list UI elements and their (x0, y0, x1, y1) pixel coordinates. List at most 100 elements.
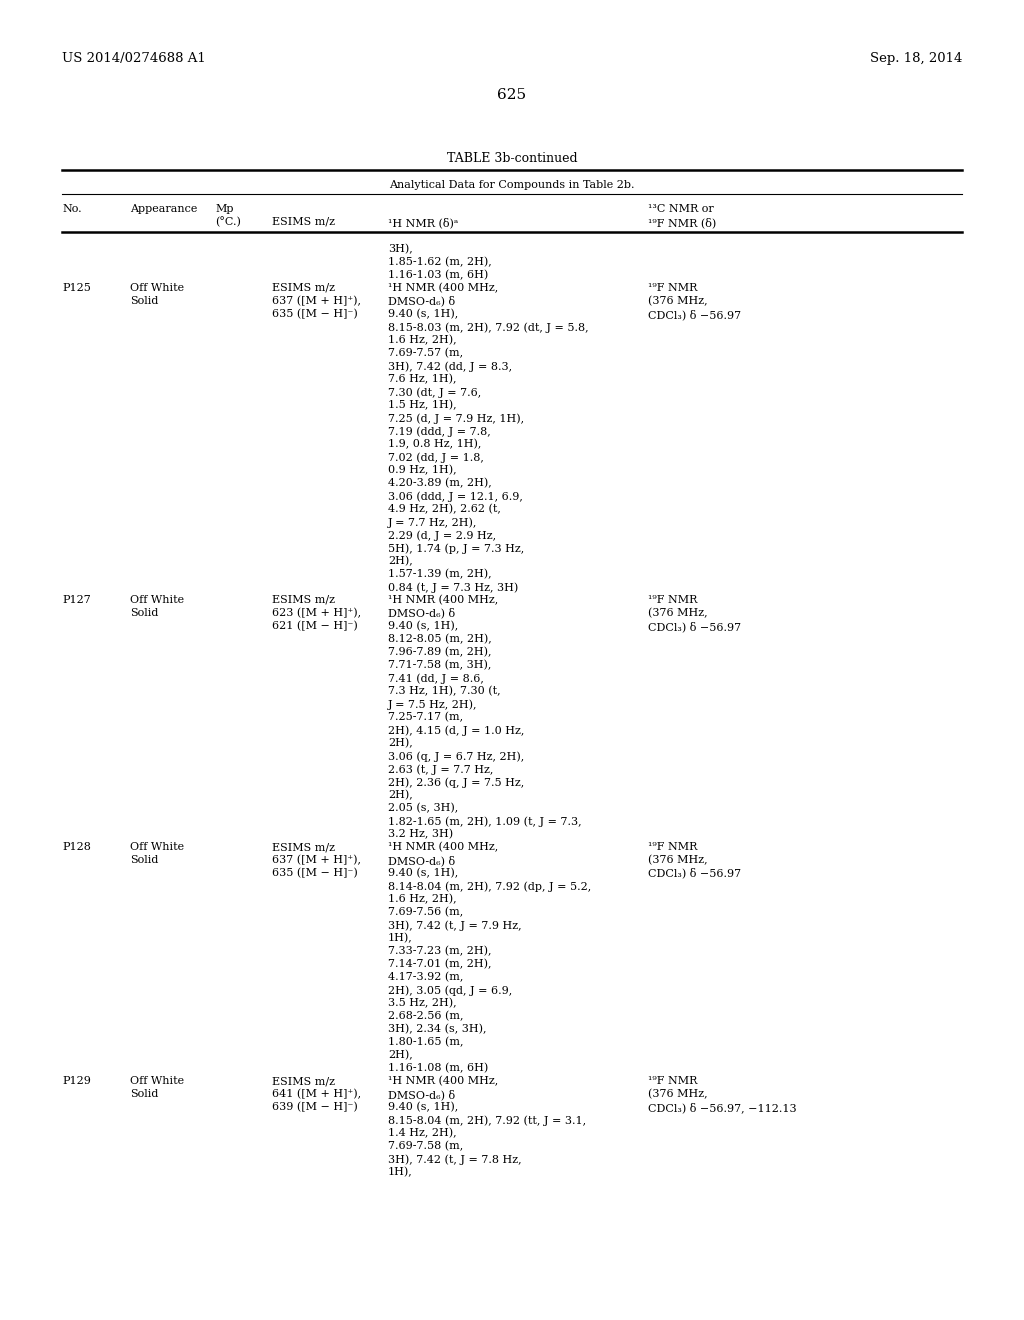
Text: 2H),: 2H), (388, 738, 413, 748)
Text: 8.14-8.04 (m, 2H), 7.92 (dp, J = 5.2,: 8.14-8.04 (m, 2H), 7.92 (dp, J = 5.2, (388, 880, 591, 891)
Text: Solid: Solid (130, 1089, 159, 1100)
Text: Solid: Solid (130, 296, 159, 306)
Text: 1.16-1.08 (m, 6H): 1.16-1.08 (m, 6H) (388, 1063, 488, 1073)
Text: ¹H NMR (400 MHz,: ¹H NMR (400 MHz, (388, 282, 499, 293)
Text: Analytical Data for Compounds in Table 2b.: Analytical Data for Compounds in Table 2… (389, 180, 635, 190)
Text: 3H), 7.42 (t, J = 7.9 Hz,: 3H), 7.42 (t, J = 7.9 Hz, (388, 920, 521, 931)
Text: 2.29 (d, J = 2.9 Hz,: 2.29 (d, J = 2.9 Hz, (388, 531, 496, 541)
Text: 639 ([M − H]⁻): 639 ([M − H]⁻) (272, 1102, 357, 1113)
Text: DMSO-d₆) δ: DMSO-d₆) δ (388, 855, 455, 866)
Text: 7.71-7.58 (m, 3H),: 7.71-7.58 (m, 3H), (388, 660, 492, 671)
Text: ¹⁹F NMR: ¹⁹F NMR (648, 842, 697, 851)
Text: 3H), 7.42 (dd, J = 8.3,: 3H), 7.42 (dd, J = 8.3, (388, 360, 512, 371)
Text: ¹H NMR (400 MHz,: ¹H NMR (400 MHz, (388, 1076, 499, 1086)
Text: US 2014/0274688 A1: US 2014/0274688 A1 (62, 51, 206, 65)
Text: 2H),: 2H), (388, 556, 413, 566)
Text: 7.3 Hz, 1H), 7.30 (t,: 7.3 Hz, 1H), 7.30 (t, (388, 686, 501, 697)
Text: 3.2 Hz, 3H): 3.2 Hz, 3H) (388, 829, 454, 840)
Text: 9.40 (s, 1H),: 9.40 (s, 1H), (388, 309, 459, 319)
Text: 4.20-3.89 (m, 2H),: 4.20-3.89 (m, 2H), (388, 478, 492, 488)
Text: 1.5 Hz, 1H),: 1.5 Hz, 1H), (388, 400, 457, 411)
Text: 1H),: 1H), (388, 1167, 413, 1177)
Text: 8.15-8.04 (m, 2H), 7.92 (tt, J = 3.1,: 8.15-8.04 (m, 2H), 7.92 (tt, J = 3.1, (388, 1115, 586, 1126)
Text: 3H), 2.34 (s, 3H),: 3H), 2.34 (s, 3H), (388, 1024, 486, 1035)
Text: CDCl₃) δ −56.97, −112.13: CDCl₃) δ −56.97, −112.13 (648, 1102, 797, 1113)
Text: P125: P125 (62, 282, 91, 293)
Text: 1H),: 1H), (388, 933, 413, 944)
Text: ESIMS m/z: ESIMS m/z (272, 1076, 335, 1086)
Text: 1.9, 0.8 Hz, 1H),: 1.9, 0.8 Hz, 1H), (388, 440, 481, 449)
Text: DMSO-d₆) δ: DMSO-d₆) δ (388, 296, 455, 306)
Text: ¹H NMR (400 MHz,: ¹H NMR (400 MHz, (388, 842, 499, 853)
Text: CDCl₃) δ −56.97: CDCl₃) δ −56.97 (648, 309, 741, 319)
Text: 3.06 (ddd, J = 12.1, 6.9,: 3.06 (ddd, J = 12.1, 6.9, (388, 491, 523, 502)
Text: 7.96-7.89 (m, 2H),: 7.96-7.89 (m, 2H), (388, 647, 492, 657)
Text: 637 ([M + H]⁺),: 637 ([M + H]⁺), (272, 296, 361, 306)
Text: (376 MHz,: (376 MHz, (648, 1089, 708, 1100)
Text: ¹³C NMR or: ¹³C NMR or (648, 205, 714, 214)
Text: 635 ([M − H]⁻): 635 ([M − H]⁻) (272, 869, 357, 878)
Text: 3H), 7.42 (t, J = 7.8 Hz,: 3H), 7.42 (t, J = 7.8 Hz, (388, 1154, 521, 1164)
Text: 625: 625 (498, 88, 526, 102)
Text: 623 ([M + H]⁺),: 623 ([M + H]⁺), (272, 609, 361, 618)
Text: Appearance: Appearance (130, 205, 198, 214)
Text: (°C.): (°C.) (215, 216, 241, 227)
Text: Solid: Solid (130, 855, 159, 865)
Text: 9.40 (s, 1H),: 9.40 (s, 1H), (388, 1102, 459, 1113)
Text: 641 ([M + H]⁺),: 641 ([M + H]⁺), (272, 1089, 361, 1100)
Text: 1.57-1.39 (m, 2H),: 1.57-1.39 (m, 2H), (388, 569, 492, 579)
Text: 1.80-1.65 (m,: 1.80-1.65 (m, (388, 1038, 464, 1047)
Text: ESIMS m/z: ESIMS m/z (272, 216, 335, 227)
Text: P129: P129 (62, 1076, 91, 1086)
Text: 4.17-3.92 (m,: 4.17-3.92 (m, (388, 972, 464, 982)
Text: 621 ([M − H]⁻): 621 ([M − H]⁻) (272, 620, 357, 631)
Text: 1.4 Hz, 2H),: 1.4 Hz, 2H), (388, 1129, 457, 1138)
Text: P128: P128 (62, 842, 91, 851)
Text: 637 ([M + H]⁺),: 637 ([M + H]⁺), (272, 855, 361, 866)
Text: 0.9 Hz, 1H),: 0.9 Hz, 1H), (388, 465, 457, 475)
Text: CDCl₃) δ −56.97: CDCl₃) δ −56.97 (648, 869, 741, 879)
Text: ESIMS m/z: ESIMS m/z (272, 282, 335, 293)
Text: 3.06 (q, J = 6.7 Hz, 2H),: 3.06 (q, J = 6.7 Hz, 2H), (388, 751, 524, 762)
Text: 7.14-7.01 (m, 2H),: 7.14-7.01 (m, 2H), (388, 960, 492, 969)
Text: (376 MHz,: (376 MHz, (648, 855, 708, 866)
Text: 3H),: 3H), (388, 244, 413, 255)
Text: 7.30 (dt, J = 7.6,: 7.30 (dt, J = 7.6, (388, 387, 481, 397)
Text: 2.68-2.56 (m,: 2.68-2.56 (m, (388, 1011, 464, 1022)
Text: 7.25 (d, J = 7.9 Hz, 1H),: 7.25 (d, J = 7.9 Hz, 1H), (388, 413, 524, 424)
Text: ESIMS m/z: ESIMS m/z (272, 842, 335, 851)
Text: 7.69-7.57 (m,: 7.69-7.57 (m, (388, 348, 463, 358)
Text: 9.40 (s, 1H),: 9.40 (s, 1H), (388, 620, 459, 631)
Text: J = 7.5 Hz, 2H),: J = 7.5 Hz, 2H), (388, 700, 477, 710)
Text: Off White: Off White (130, 282, 184, 293)
Text: ¹⁹F NMR (δ): ¹⁹F NMR (δ) (648, 216, 716, 228)
Text: 7.25-7.17 (m,: 7.25-7.17 (m, (388, 711, 463, 722)
Text: (376 MHz,: (376 MHz, (648, 609, 708, 618)
Text: P127: P127 (62, 595, 91, 605)
Text: ¹⁹F NMR: ¹⁹F NMR (648, 1076, 697, 1086)
Text: 1.16-1.03 (m, 6H): 1.16-1.03 (m, 6H) (388, 271, 488, 280)
Text: 8.12-8.05 (m, 2H),: 8.12-8.05 (m, 2H), (388, 634, 492, 644)
Text: DMSO-d₆) δ: DMSO-d₆) δ (388, 1089, 455, 1100)
Text: 7.69-7.56 (m,: 7.69-7.56 (m, (388, 907, 463, 917)
Text: Solid: Solid (130, 609, 159, 618)
Text: ¹H NMR (400 MHz,: ¹H NMR (400 MHz, (388, 595, 499, 606)
Text: 7.02 (dd, J = 1.8,: 7.02 (dd, J = 1.8, (388, 451, 484, 462)
Text: TABLE 3b-continued: TABLE 3b-continued (446, 152, 578, 165)
Text: Off White: Off White (130, 1076, 184, 1086)
Text: 8.15-8.03 (m, 2H), 7.92 (dt, J = 5.8,: 8.15-8.03 (m, 2H), 7.92 (dt, J = 5.8, (388, 322, 589, 333)
Text: 2H), 4.15 (d, J = 1.0 Hz,: 2H), 4.15 (d, J = 1.0 Hz, (388, 725, 524, 735)
Text: 1.85-1.62 (m, 2H),: 1.85-1.62 (m, 2H), (388, 257, 492, 268)
Text: 9.40 (s, 1H),: 9.40 (s, 1H), (388, 869, 459, 878)
Text: 5H), 1.74 (p, J = 7.3 Hz,: 5H), 1.74 (p, J = 7.3 Hz, (388, 543, 524, 553)
Text: 7.69-7.58 (m,: 7.69-7.58 (m, (388, 1140, 463, 1151)
Text: 2H),: 2H), (388, 1049, 413, 1060)
Text: J = 7.7 Hz, 2H),: J = 7.7 Hz, 2H), (388, 517, 477, 528)
Text: 635 ([M − H]⁻): 635 ([M − H]⁻) (272, 309, 357, 319)
Text: No.: No. (62, 205, 82, 214)
Text: ESIMS m/z: ESIMS m/z (272, 595, 335, 605)
Text: CDCl₃) δ −56.97: CDCl₃) δ −56.97 (648, 620, 741, 632)
Text: 1.6 Hz, 2H),: 1.6 Hz, 2H), (388, 894, 457, 904)
Text: 4.9 Hz, 2H), 2.62 (t,: 4.9 Hz, 2H), 2.62 (t, (388, 504, 501, 515)
Text: DMSO-d₆) δ: DMSO-d₆) δ (388, 609, 455, 619)
